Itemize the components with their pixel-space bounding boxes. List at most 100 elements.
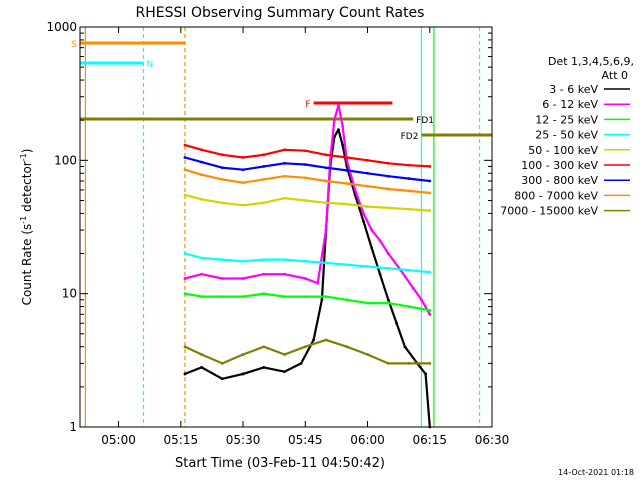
legend-label: 300 - 800 keV [521, 174, 598, 187]
legend-header-detectors: Det 1,3,4,5,6,9, [548, 55, 634, 68]
data-point [337, 128, 340, 132]
data-point [386, 206, 390, 210]
data-point [386, 266, 390, 270]
data-point [345, 169, 349, 172]
data-point [303, 163, 307, 166]
data-point [361, 219, 365, 223]
data-point [200, 365, 203, 369]
data-point [407, 268, 411, 272]
data-point [428, 179, 432, 183]
data-point [345, 298, 349, 302]
data-point [220, 277, 224, 280]
y-axis-label: Count Rate (s-1 detector-1) [19, 149, 34, 306]
data-point [386, 161, 390, 165]
data-point [386, 301, 390, 305]
legend-label: 7000 - 15000 keV [500, 205, 598, 218]
data-point [303, 149, 307, 153]
data-point [299, 361, 303, 365]
y-axis: 1 10 100 1000 [46, 20, 492, 434]
data-point [183, 345, 187, 349]
data-point [200, 197, 203, 201]
data-point [428, 270, 432, 274]
data-point [183, 372, 187, 376]
data-point [200, 160, 203, 164]
data-point [183, 292, 187, 296]
data-point [183, 252, 187, 255]
data-point [407, 163, 411, 167]
legend-label: 25 - 50 keV [535, 129, 598, 142]
data-point [183, 156, 187, 159]
x-axis-label: Start Time (03-Feb-11 04:50:42) [175, 456, 385, 471]
data-point [407, 177, 411, 180]
data-point [403, 345, 407, 349]
data-point [220, 177, 224, 181]
data-point [200, 148, 203, 152]
legend-header-attenuator: Att 0 [602, 69, 628, 82]
data-point [328, 158, 332, 162]
data-point [324, 228, 328, 232]
data-point [386, 361, 390, 365]
data-point [262, 153, 266, 157]
data-point [324, 261, 328, 265]
data-point [283, 370, 286, 374]
data-point [262, 201, 266, 205]
x-axis: 05:00 05:15 05:30 05:45 06:00 06:15 06:30 [101, 27, 509, 447]
data-point [303, 345, 307, 349]
data-point [262, 177, 266, 181]
data-point [183, 168, 187, 172]
data-point [283, 295, 286, 299]
data-point [345, 182, 349, 185]
x-tick-label: 05:00 [101, 433, 136, 447]
data-point [283, 196, 286, 200]
data-point [366, 171, 369, 175]
legend-label: 800 - 7000 keV [514, 189, 598, 202]
data-point [428, 209, 432, 212]
data-point [220, 295, 224, 299]
data-point [183, 143, 187, 147]
data-point [262, 165, 266, 168]
data-point [316, 281, 320, 285]
x-tick-label: 05:15 [164, 433, 199, 447]
data-point [378, 239, 382, 243]
data-point [341, 124, 345, 128]
data-point [241, 156, 245, 159]
data-point [407, 305, 411, 308]
data-point [303, 277, 307, 280]
data-point [324, 153, 328, 157]
data-point [386, 298, 390, 302]
data-point [366, 265, 369, 268]
y-tick-label: 1 [69, 420, 77, 434]
data-point [361, 211, 365, 215]
series-line-1 [184, 103, 431, 315]
data-point [345, 263, 349, 267]
x-tick-label: 06:30 [475, 433, 510, 447]
legend-label: 3 - 6 keV [549, 83, 598, 96]
legend-label: 6 - 12 keV [542, 98, 598, 111]
data-point [283, 174, 286, 178]
flag-label-f: F [305, 100, 310, 110]
data-point [337, 103, 340, 107]
data-point [241, 295, 245, 299]
data-point [241, 259, 245, 263]
x-tick-label: 06:00 [350, 433, 385, 447]
data-point [320, 298, 324, 302]
data-point [378, 272, 382, 276]
data-point [241, 277, 245, 280]
data-point [262, 292, 266, 296]
data-point [183, 277, 187, 280]
data-point [303, 259, 307, 263]
data-point [366, 158, 369, 162]
data-point [370, 228, 374, 232]
series-line-7 [184, 168, 430, 194]
x-tick-label: 05:45 [288, 433, 323, 447]
data-point [241, 181, 245, 185]
data-point [200, 272, 203, 276]
data-point [428, 308, 432, 312]
flag-label-fd2: FD2 [401, 132, 419, 142]
data-point [200, 173, 203, 177]
data-point [366, 205, 369, 208]
footer-timestamp: 14-Oct-2021 01:18 [558, 468, 634, 477]
data-point [324, 295, 328, 299]
data-point [345, 345, 349, 349]
data-point [283, 353, 286, 356]
